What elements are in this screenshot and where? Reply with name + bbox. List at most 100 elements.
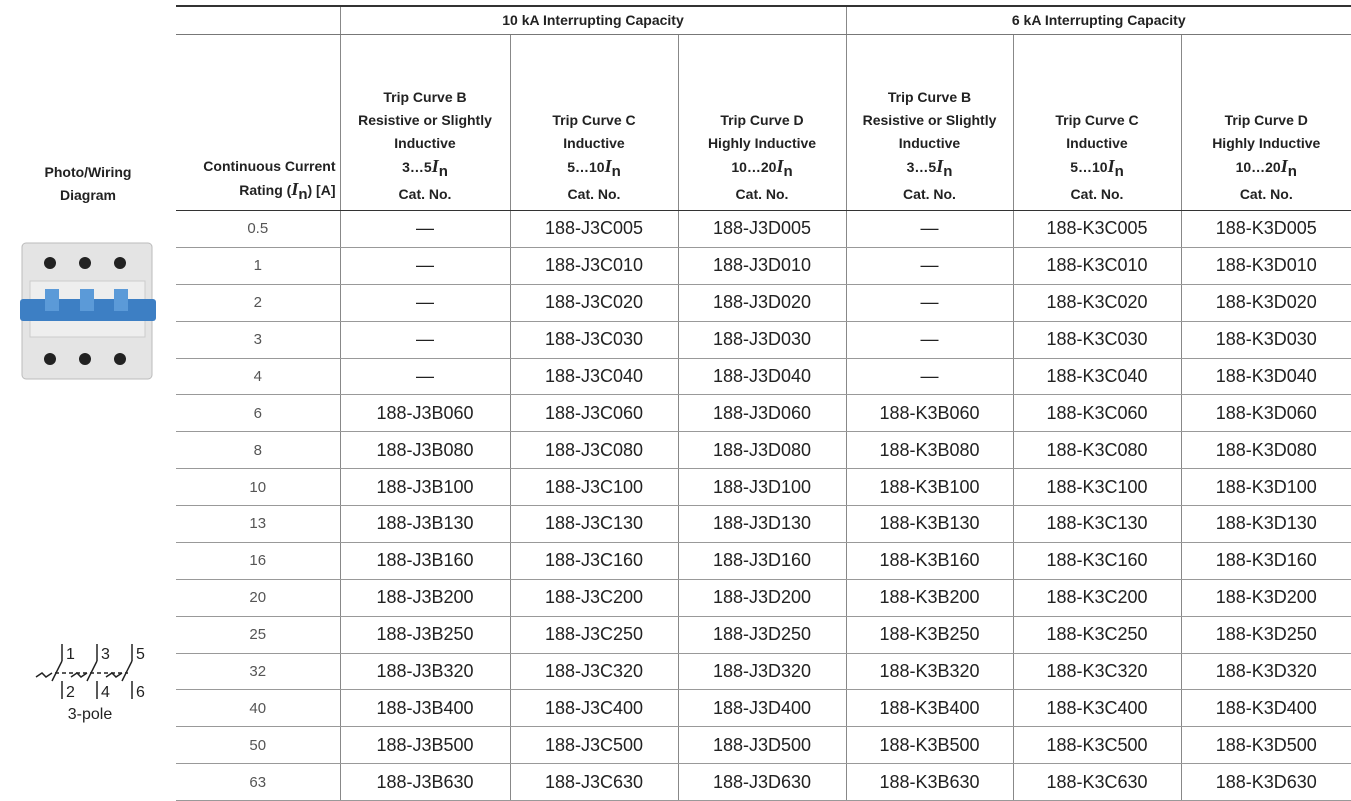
- cell: 188-K3D005: [1181, 211, 1351, 248]
- current-cell: 10: [176, 469, 340, 506]
- text: Photo/Wiring: [0, 161, 176, 184]
- text: Inductive: [511, 132, 678, 155]
- cell: 188-J3C005: [510, 211, 678, 248]
- blank: [176, 6, 340, 35]
- cell: 188-J3C010: [510, 247, 678, 284]
- cell: 188-K3D160: [1181, 542, 1351, 579]
- current-cell: 50: [176, 727, 340, 764]
- cell: 188-K3B100: [846, 469, 1013, 506]
- text: Trip Curve C: [1014, 109, 1181, 132]
- terminal-label: 2: [66, 684, 75, 701]
- cell: 188-K3C040: [1013, 358, 1181, 395]
- cell: —: [340, 321, 510, 358]
- cell: 188-K3C010: [1013, 247, 1181, 284]
- cell: 188-J3C200: [510, 579, 678, 616]
- subscript: n: [1288, 163, 1297, 180]
- cell: 188-J3B630: [340, 764, 510, 801]
- cell: 188-J3D100: [678, 469, 846, 506]
- text: Inductive: [1014, 132, 1181, 155]
- current-cell: 13: [176, 506, 340, 543]
- cell: 188-J3D060: [678, 395, 846, 432]
- cell: —: [340, 284, 510, 321]
- cell: 188-K3D250: [1181, 616, 1351, 653]
- cell: 188-K3D060: [1181, 395, 1351, 432]
- text: Continuous Current: [176, 155, 336, 178]
- cell: 188-K3B250: [846, 616, 1013, 653]
- symbol: I: [432, 156, 439, 176]
- current-cell: 2: [176, 284, 340, 321]
- cell: 188-J3D500: [678, 727, 846, 764]
- text: 5…10: [1070, 159, 1107, 175]
- symbol: I: [1108, 156, 1115, 176]
- subscript: n: [439, 163, 448, 180]
- cell: 188-K3B400: [846, 690, 1013, 727]
- cell: 188-J3C160: [510, 542, 678, 579]
- cell: —: [846, 247, 1013, 284]
- terminal-label: 3: [101, 646, 110, 663]
- subscript: n: [943, 163, 952, 180]
- cell: 188-J3D010: [678, 247, 846, 284]
- cell: 188-K3B060: [846, 395, 1013, 432]
- current-cell: 20: [176, 579, 340, 616]
- cell: 188-K3D100: [1181, 469, 1351, 506]
- cell: 188-J3D030: [678, 321, 846, 358]
- cell: 188-K3D080: [1181, 432, 1351, 469]
- text: 3…5In: [847, 155, 1013, 183]
- cell: 188-J3B060: [340, 395, 510, 432]
- subscript: n: [612, 163, 621, 180]
- text: 5…10In: [511, 155, 678, 183]
- current-cell: 16: [176, 542, 340, 579]
- text: Cat. No.: [1182, 183, 1351, 206]
- diagram-caption: 3-pole: [68, 706, 113, 723]
- cell: 188-K3C250: [1013, 616, 1181, 653]
- cell: 188-K3D020: [1181, 284, 1351, 321]
- text: Resistive or Slightly: [341, 109, 510, 132]
- current-cell: 3: [176, 321, 340, 358]
- terminal-label: 6: [136, 684, 145, 701]
- cell: 188-K3C400: [1013, 690, 1181, 727]
- cell: 188-J3B080: [340, 432, 510, 469]
- cell: 188-J3B100: [340, 469, 510, 506]
- cell: 188-K3D500: [1181, 727, 1351, 764]
- cell: 188-J3D320: [678, 653, 846, 690]
- text: 3…5In: [341, 155, 510, 183]
- cell: 188-J3C500: [510, 727, 678, 764]
- cell: 188-K3B200: [846, 579, 1013, 616]
- cell: 188-K3B320: [846, 653, 1013, 690]
- cell: 188-K3C200: [1013, 579, 1181, 616]
- current-cell: 32: [176, 653, 340, 690]
- cell: 188-K3C500: [1013, 727, 1181, 764]
- cell: 188-K3C130: [1013, 506, 1181, 543]
- cell: 188-J3C630: [510, 764, 678, 801]
- current-cell: 40: [176, 690, 340, 727]
- symbol: I: [776, 156, 783, 176]
- cell: 188-K3C320: [1013, 653, 1181, 690]
- symbol: I: [1281, 156, 1288, 176]
- cell: 188-K3B160: [846, 542, 1013, 579]
- cell: 188-K3D030: [1181, 321, 1351, 358]
- cell: 188-J3B130: [340, 506, 510, 543]
- subscript: n: [298, 186, 307, 203]
- current-cell: 1: [176, 247, 340, 284]
- text: 5…10In: [1014, 155, 1181, 183]
- subscript: n: [1115, 163, 1124, 180]
- text: Cat. No.: [847, 183, 1013, 206]
- cell: 188-J3C130: [510, 506, 678, 543]
- cell: 188-J3C030: [510, 321, 678, 358]
- text: Highly Inductive: [1182, 132, 1351, 155]
- text: Trip Curve B: [341, 86, 510, 109]
- cell: 188-K3C030: [1013, 321, 1181, 358]
- blank: [0, 6, 176, 35]
